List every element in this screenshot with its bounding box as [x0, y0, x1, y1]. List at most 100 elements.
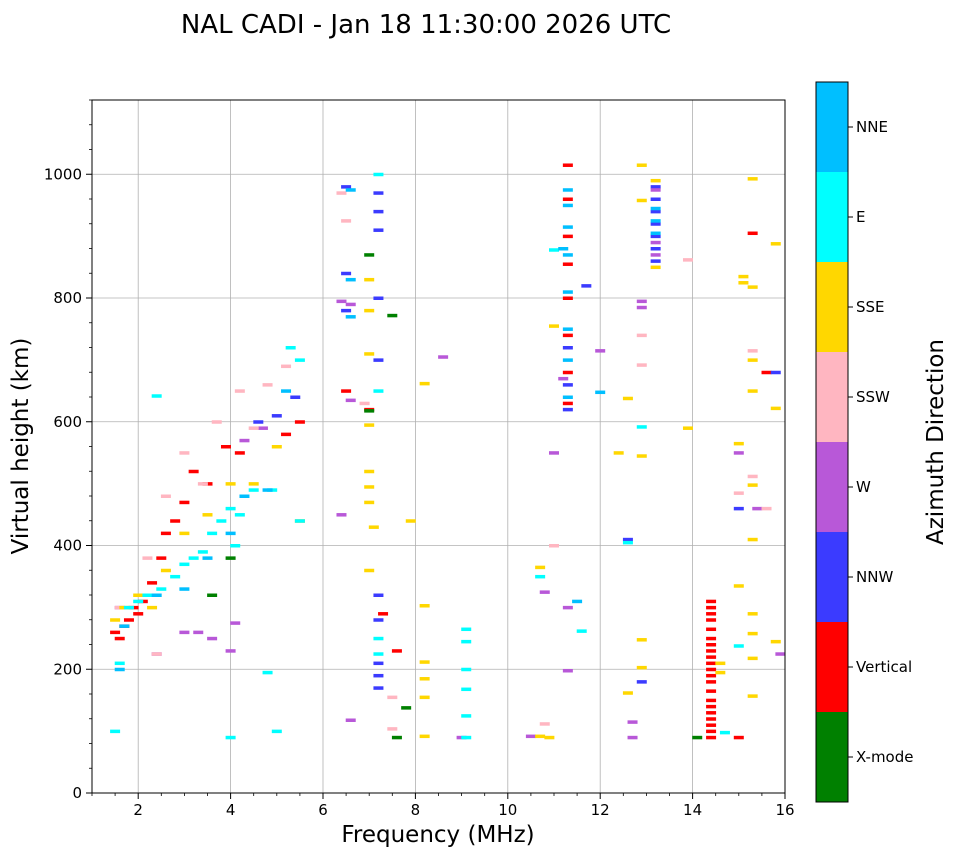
- data-point-nnw: [581, 284, 592, 288]
- plot-area-frame: [91, 99, 786, 794]
- data-point-ssw: [359, 401, 370, 406]
- data-point-sse: [544, 735, 555, 740]
- data-point-sse: [636, 198, 647, 203]
- data-point-w: [257, 426, 268, 430]
- data-point-ssw: [197, 482, 208, 486]
- data-point-e: [373, 652, 384, 656]
- data-point-nne: [562, 395, 573, 399]
- colorbar-segment: [816, 82, 848, 172]
- data-point-vertical: [706, 717, 717, 721]
- data-point-sse: [368, 525, 379, 529]
- data-point-x-mode: [207, 593, 218, 597]
- data-point-e: [197, 550, 208, 554]
- data-point-vertical: [706, 680, 717, 684]
- data-point-nne: [114, 667, 125, 672]
- data-point-sse: [419, 695, 430, 700]
- data-point-sse: [110, 618, 121, 622]
- data-point-sse: [747, 483, 758, 487]
- data-point-e: [151, 394, 162, 398]
- colorbar-segment: [816, 352, 848, 442]
- data-point-nne: [239, 494, 250, 498]
- data-point-w: [225, 649, 236, 653]
- data-point-sse: [419, 677, 430, 681]
- x-tick-label: 12: [591, 801, 610, 819]
- data-point-e: [225, 735, 236, 740]
- data-point-e: [461, 667, 472, 672]
- data-point-sse: [364, 308, 375, 313]
- colorbar-tick-label: SSW: [856, 388, 890, 406]
- data-point-sse: [364, 500, 375, 505]
- data-point-e: [461, 627, 472, 632]
- data-point-sse: [364, 423, 375, 427]
- data-point-e: [373, 172, 384, 177]
- data-point-nne: [558, 247, 569, 251]
- data-point-nne: [562, 253, 573, 257]
- data-point-vertical: [147, 581, 158, 585]
- data-point-vertical: [562, 333, 573, 338]
- data-point-sse: [419, 734, 430, 739]
- data-point-e: [216, 519, 227, 523]
- data-point-vertical: [179, 500, 190, 505]
- colorbar-tick-label: X-mode: [856, 748, 913, 766]
- data-point-sse: [613, 451, 624, 455]
- data-point-sse: [738, 274, 749, 279]
- data-point-nne: [225, 531, 236, 536]
- x-axis-label: Frequency (MHz): [341, 822, 534, 848]
- data-point-vertical: [220, 445, 231, 449]
- data-point-x-mode: [225, 556, 236, 560]
- colorbar-segment: [816, 442, 848, 532]
- data-point-sse: [405, 519, 416, 523]
- data-point-vertical: [706, 673, 717, 678]
- data-point-sse: [147, 605, 158, 610]
- data-point-w: [438, 355, 449, 359]
- data-point-e: [285, 346, 296, 350]
- data-point-vertical: [747, 231, 758, 236]
- data-point-vertical: [706, 667, 717, 672]
- data-point-ssw: [387, 727, 398, 731]
- data-point-nnw: [650, 234, 661, 239]
- data-point-x-mode: [692, 735, 703, 740]
- data-point-vertical: [706, 698, 717, 703]
- data-point-ssw: [747, 474, 758, 479]
- data-point-nne: [562, 327, 573, 331]
- data-point-e: [622, 540, 633, 545]
- data-point-w: [752, 506, 763, 511]
- data-point-nnw: [373, 228, 384, 232]
- data-point-ssw: [336, 191, 347, 195]
- data-point-sse: [419, 381, 430, 386]
- data-point-e: [262, 670, 273, 675]
- data-point-vertical: [188, 469, 199, 474]
- data-point-sse: [636, 665, 647, 670]
- data-point-nnw: [650, 197, 661, 201]
- data-point-vertical: [733, 735, 744, 740]
- data-point-nnw: [373, 686, 384, 690]
- data-point-w: [627, 735, 638, 740]
- data-point-ssw: [636, 333, 647, 338]
- data-point-w: [558, 376, 569, 381]
- data-point-e: [114, 661, 125, 666]
- data-point-nnw: [373, 209, 384, 214]
- data-point-nne: [650, 219, 661, 223]
- data-point-x-mode: [364, 409, 375, 413]
- data-point-w: [595, 349, 606, 353]
- data-point-sse: [747, 537, 758, 542]
- data-point-vertical: [378, 612, 389, 616]
- grid-layer: [92, 100, 786, 794]
- data-point-nnw: [271, 414, 282, 418]
- axes-layer: 2 4 6 8 10 12 14 16 0 200 400 600 800 1000: [44, 99, 795, 819]
- data-point-sse: [636, 163, 647, 167]
- data-point-w: [207, 636, 218, 641]
- data-point-vertical: [110, 630, 121, 635]
- data-point-sse: [248, 482, 259, 486]
- data-point-vertical: [341, 389, 352, 393]
- colorbar-label: Azimuth Direction: [923, 339, 949, 545]
- colorbar-segment: [816, 172, 848, 262]
- data-point-e: [133, 599, 144, 604]
- data-point-nne: [345, 315, 356, 319]
- data-point-ssw: [160, 494, 171, 498]
- data-point-vertical: [706, 704, 717, 709]
- data-point-nnw: [373, 191, 384, 195]
- data-point-vertical: [170, 519, 181, 523]
- data-point-w: [345, 718, 356, 722]
